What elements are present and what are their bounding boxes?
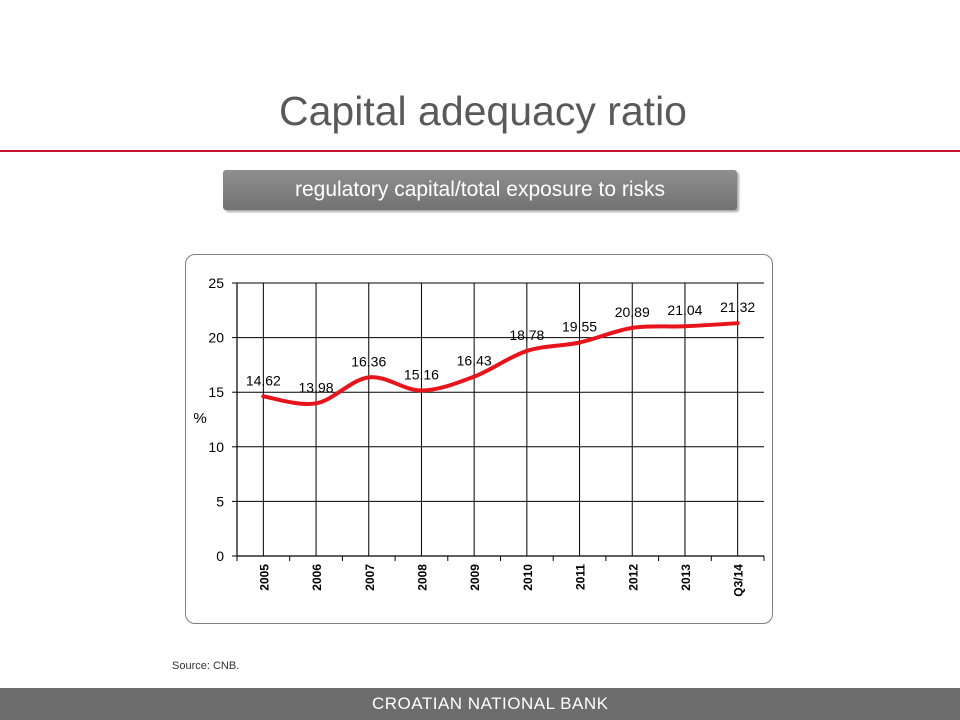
x-tick-label: 2012 xyxy=(626,564,640,591)
footer-bar xyxy=(0,688,960,720)
data-label: 18.78 xyxy=(509,327,544,343)
y-tick-label: 0 xyxy=(216,548,224,564)
x-tick-label: 2009 xyxy=(468,564,482,591)
data-label: 19.55 xyxy=(562,319,597,335)
y-tick-label: 25 xyxy=(208,275,224,291)
data-point xyxy=(630,325,635,330)
data-point xyxy=(577,340,582,345)
y-tick-label: 15 xyxy=(208,384,224,400)
source-note: Source: CNB. xyxy=(172,660,240,672)
data-point xyxy=(735,321,740,326)
title-divider xyxy=(0,150,960,152)
data-point xyxy=(366,375,371,380)
y-tick-label: 20 xyxy=(208,330,224,346)
y-tick-label: 10 xyxy=(208,439,224,455)
y-tick-label: 5 xyxy=(216,493,224,509)
data-label: 15.16 xyxy=(404,366,439,382)
slide-title: Capital adequacy ratio xyxy=(279,88,687,134)
x-tick-label: 2005 xyxy=(257,564,271,591)
x-tick-label: 2011 xyxy=(574,564,588,590)
data-label: 21.04 xyxy=(667,302,702,318)
data-label: 16.43 xyxy=(457,353,492,369)
series-line xyxy=(261,321,740,406)
data-label: 13.98 xyxy=(299,379,334,395)
data-point xyxy=(472,374,477,379)
data-point xyxy=(419,388,424,393)
x-tick-label: 2006 xyxy=(310,564,324,591)
data-point xyxy=(314,401,319,406)
data-point xyxy=(261,394,266,399)
x-tick-label: 2007 xyxy=(363,564,377,591)
data-label: 14.62 xyxy=(246,372,281,388)
data-label: 21.32 xyxy=(720,299,755,315)
data-label: 20.89 xyxy=(615,304,650,320)
chart-frame xyxy=(185,254,773,624)
x-tick-label: 2008 xyxy=(415,564,429,591)
chart-subtitle: regulatory capital/total exposure to ris… xyxy=(223,170,737,210)
data-point xyxy=(524,348,529,353)
footer-bank-name: CROATIAN NATIONAL BANK xyxy=(372,694,609,713)
x-tick-label: 2010 xyxy=(521,564,535,591)
data-point xyxy=(682,324,687,329)
data-label: 16.36 xyxy=(351,353,386,369)
x-tick-label: Q3/14 xyxy=(732,564,746,597)
x-tick-label: 2013 xyxy=(679,564,693,591)
y-axis-label: % xyxy=(193,410,206,427)
